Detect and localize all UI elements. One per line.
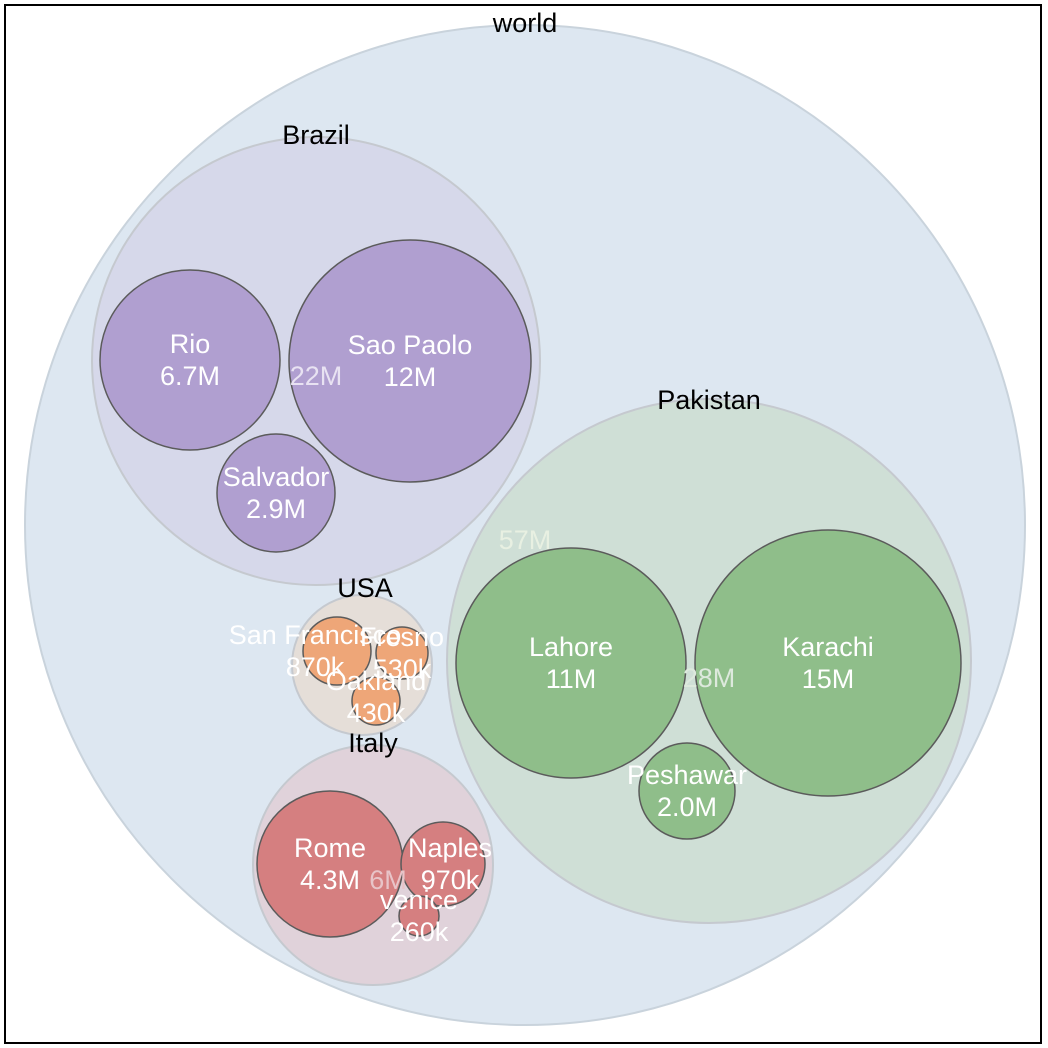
circle-karachi (694, 529, 962, 797)
label-venice: venice (380, 885, 458, 915)
sum-label-italy: 6M (369, 865, 407, 895)
label-peshawar: Peshawar (627, 760, 747, 790)
value-lahore: 11M (546, 664, 597, 694)
circle-naples (400, 821, 486, 907)
label-san-francisco: San Francisco (229, 620, 402, 650)
value-sao-paolo: 12M (384, 362, 437, 392)
circle-peshawar (638, 742, 736, 840)
label-fresno: Fresno (360, 622, 444, 652)
label-rome: Rome (294, 833, 366, 863)
label-world: world (492, 8, 558, 38)
label-rio: Rio (170, 329, 211, 359)
label-salvador: Salvador (223, 462, 330, 492)
value-rio: 6.7M (160, 361, 220, 391)
label-karachi: Karachi (782, 632, 874, 662)
value-rome: 4.3M (300, 865, 360, 895)
value-san-francisco: 870k (286, 652, 345, 682)
value-naples: 970k (421, 865, 480, 895)
label-brazil: Brazil (282, 120, 350, 150)
circle-salvador (216, 433, 336, 553)
label-italy: Italy (348, 728, 398, 758)
circle-venice (398, 895, 440, 937)
sum-label-brazil: 22M (290, 361, 343, 391)
label-pakistan: Pakistan (657, 385, 761, 415)
circle-oakland (351, 676, 401, 726)
label-sao-paolo: Sao Paolo (348, 330, 473, 360)
circle-rome (256, 790, 404, 938)
labels-layer: world Brazil 22M Pakistan 28M USA Italy 6M Rio6.… (160, 8, 874, 947)
circle-fresno (375, 626, 429, 680)
label-lahore: Lahore (529, 632, 613, 662)
value-fresno: 530k (373, 654, 432, 684)
label-oakland: Oakland (326, 666, 427, 696)
sum-label-pakistan: 28M (683, 663, 736, 693)
chart-frame (4, 4, 1042, 1044)
value-oakland: 430k (347, 698, 406, 728)
value-venice: 260k (390, 917, 449, 947)
circle-sao-paolo (288, 239, 532, 483)
value-karachi: 15M (802, 664, 855, 694)
label-naples: Naples (408, 833, 492, 863)
circle-rio (99, 269, 281, 451)
value-salvador: 2.9M (246, 494, 306, 524)
circle-lahore (455, 547, 687, 779)
circles-layer (24, 24, 1026, 1026)
label-usa: USA (337, 573, 393, 603)
value-peshawar: 2.0M (657, 792, 717, 822)
circle-san-francisco (302, 616, 372, 686)
extra-label-57m: 57M (499, 525, 552, 555)
